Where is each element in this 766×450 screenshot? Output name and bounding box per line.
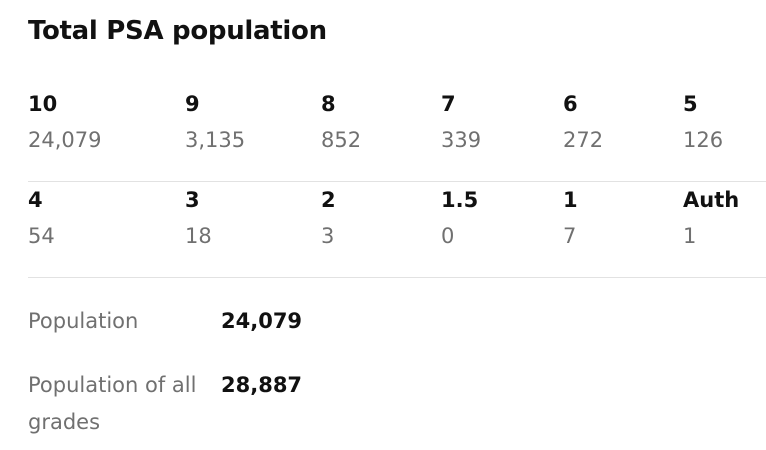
- grade-count: 7: [563, 224, 577, 248]
- grade-count: 24,079: [28, 128, 102, 152]
- grade-label: 2: [321, 188, 336, 212]
- grade-label: 3: [185, 188, 200, 212]
- grade-row: 4 54 3 18 2 3 1.5 0 1 7 Auth 1: [28, 182, 766, 278]
- grade-cell: 1.5 0: [441, 186, 478, 250]
- title: Total PSA population: [28, 16, 327, 46]
- grade-count: 18: [185, 224, 212, 248]
- grade-count: 126: [683, 128, 724, 152]
- summary-label: Population of all grades: [28, 373, 197, 434]
- grade-count: 339: [441, 128, 482, 152]
- grade-label: Auth: [683, 188, 740, 212]
- grade-cell: 7 339: [441, 90, 481, 154]
- grade-cell: 10 24,079: [28, 90, 101, 154]
- grade-cell: 9 3,135: [185, 90, 245, 154]
- grade-label: 8: [321, 92, 336, 116]
- grade-row: 10 24,079 9 3,135 8 852 7 339 6 272 5 126: [28, 86, 766, 182]
- grade-cell: 6 272: [563, 90, 603, 154]
- grade-label: 9: [185, 92, 200, 116]
- grade-label: 1.5: [441, 188, 479, 212]
- grade-grid: 10 24,079 9 3,135 8 852 7 339 6 272 5 126 4 54 3 18 2 3 1.…: [28, 86, 766, 278]
- summary-value: 28,887: [221, 373, 303, 397]
- grade-label: 5: [683, 92, 698, 116]
- grade-cell: 3 18: [185, 186, 212, 250]
- grade-cell: 5 126: [683, 90, 723, 154]
- grade-count: 3,135: [185, 128, 246, 152]
- grade-cell: Auth 1: [683, 186, 739, 250]
- grade-count: 0: [441, 224, 455, 248]
- grade-count: 54: [28, 224, 55, 248]
- summary-label: Population: [28, 309, 139, 333]
- grade-label: 10: [28, 92, 58, 116]
- summary-value: 24,079: [221, 309, 303, 333]
- grade-count: 272: [563, 128, 604, 152]
- grade-count: 1: [683, 224, 697, 248]
- grade-label: 1: [563, 188, 578, 212]
- grade-label: 4: [28, 188, 43, 212]
- grade-label: 6: [563, 92, 578, 116]
- grade-count: 3: [321, 224, 335, 248]
- grade-label: 7: [441, 92, 456, 116]
- grade-cell: 4 54: [28, 186, 55, 250]
- grade-count: 852: [321, 128, 362, 152]
- grade-cell: 8 852: [321, 90, 361, 154]
